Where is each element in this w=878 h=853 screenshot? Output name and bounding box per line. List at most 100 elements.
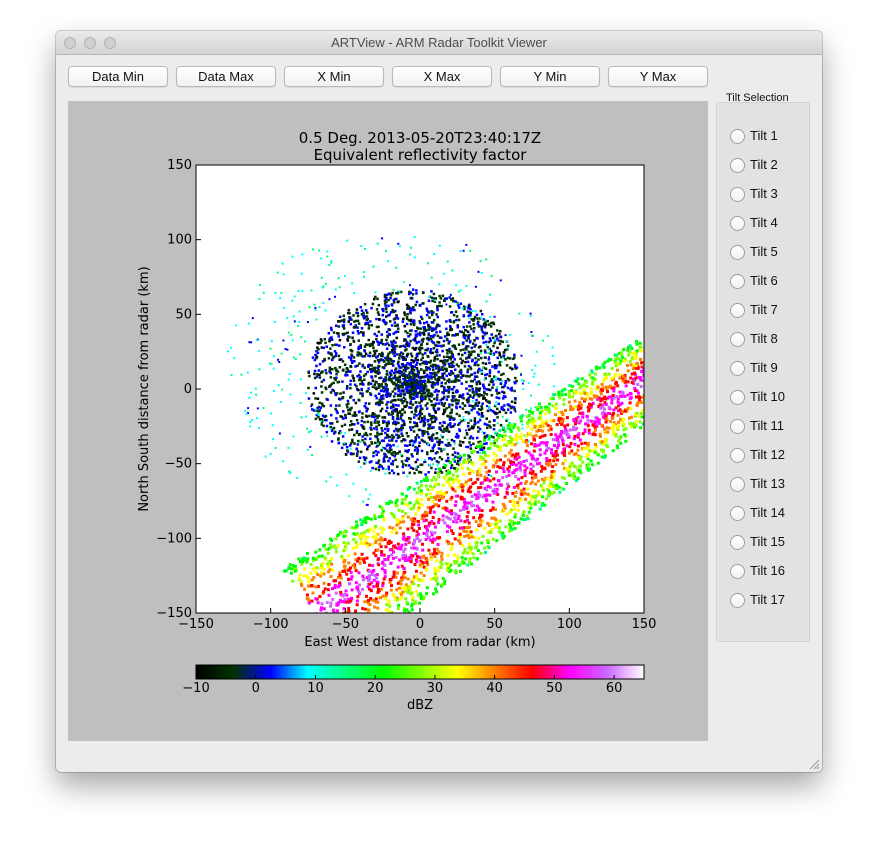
radar-gate	[485, 442, 488, 445]
radar-gate	[354, 365, 357, 368]
radar-gate	[290, 567, 294, 571]
radar-gate	[369, 517, 373, 521]
radar-gate	[435, 590, 439, 594]
radar-gate	[429, 375, 432, 379]
radar-gate	[571, 384, 575, 388]
radar-gate	[451, 355, 455, 359]
radar-gate	[543, 466, 547, 470]
radar-gate	[411, 403, 415, 406]
radar-gate	[443, 521, 447, 525]
radar-gate	[395, 439, 398, 443]
radar-gate	[499, 330, 502, 333]
radar-gate	[593, 450, 597, 454]
radar-gate	[461, 393, 465, 396]
radar-gate	[471, 552, 475, 556]
radar-gate	[469, 468, 473, 472]
radar-gate	[363, 378, 366, 381]
radar-gate	[469, 447, 473, 450]
radar-gate	[445, 491, 448, 494]
radar-gate	[606, 412, 610, 415]
radar-gate	[316, 341, 319, 345]
radar-gate	[442, 391, 445, 395]
radar-gate	[382, 528, 386, 531]
radar-gate	[373, 605, 377, 609]
y-min-button[interactable]: Y Min	[500, 66, 600, 87]
radar-gate	[426, 488, 430, 492]
radar-gate	[525, 408, 528, 411]
radar-gate	[419, 559, 423, 563]
radar-gate	[485, 499, 489, 503]
data-min-button[interactable]: Data Min	[68, 66, 168, 87]
radar-gate	[484, 459, 488, 463]
y-max-button[interactable]: Y Max	[608, 66, 708, 87]
radar-gate	[412, 320, 416, 324]
radar-plot-canvas[interactable]: 0.5 Deg. 2013-05-20T23:40:17Z Equivalent…	[68, 101, 708, 741]
radar-gate	[395, 596, 399, 600]
radar-gate	[335, 376, 338, 379]
radar-gate	[496, 386, 499, 389]
radar-gate	[534, 364, 537, 367]
radar-gate	[447, 395, 450, 398]
radar-gate	[455, 432, 459, 436]
radar-gate	[468, 437, 472, 440]
radar-gate	[431, 329, 434, 333]
radar-gate	[522, 388, 525, 390]
radar-gate	[338, 315, 342, 318]
radar-gate	[515, 442, 518, 445]
minimize-window-icon[interactable]	[84, 37, 96, 49]
radar-gate	[390, 340, 393, 344]
radar-gate	[573, 442, 577, 446]
radar-gate	[620, 351, 624, 355]
radar-gate	[481, 495, 485, 499]
radar-gate	[418, 565, 422, 568]
radar-gate	[497, 391, 501, 395]
x-min-button[interactable]: X Min	[284, 66, 384, 87]
radar-gate	[413, 308, 416, 312]
radar-gate	[414, 401, 418, 404]
radar-gate	[503, 434, 507, 438]
x-max-button[interactable]: X Max	[392, 66, 492, 87]
radar-gate	[413, 378, 417, 381]
radar-gate	[410, 439, 413, 442]
radar-gate	[330, 413, 333, 417]
radar-gate	[443, 378, 446, 381]
radar-gate	[490, 528, 494, 532]
radar-gate	[457, 463, 461, 466]
close-window-icon[interactable]	[64, 37, 76, 49]
radar-gate	[545, 477, 549, 481]
radar-gate	[668, 391, 671, 394]
radar-gate	[557, 441, 561, 445]
radar-gate	[301, 253, 304, 256]
radar-gate	[353, 566, 357, 569]
radar-gate	[476, 451, 479, 454]
radar-gate	[357, 345, 361, 349]
radar-gate	[416, 452, 419, 455]
radar-gate	[393, 297, 397, 301]
data-max-button[interactable]: Data Max	[176, 66, 276, 87]
zoom-window-icon[interactable]	[104, 37, 116, 49]
radar-gate	[321, 286, 324, 289]
radar-gate	[434, 574, 438, 578]
radar-gate	[579, 419, 582, 423]
radar-gate	[540, 477, 544, 481]
radar-gate	[347, 554, 351, 558]
radar-gate	[479, 448, 482, 451]
radar-gate	[419, 471, 423, 474]
radar-gate	[506, 418, 509, 421]
radar-gate	[417, 487, 421, 491]
radar-gate	[392, 570, 396, 574]
radar-gate	[396, 330, 400, 333]
radar-gate	[468, 356, 471, 359]
radar-gate	[320, 402, 324, 405]
radar-gate	[338, 358, 341, 361]
radar-gate	[348, 444, 352, 447]
radar-gate	[405, 315, 409, 319]
radar-gate	[391, 362, 394, 365]
radar-gate	[433, 375, 436, 379]
radar-gate	[578, 411, 582, 415]
radar-gate	[417, 417, 421, 420]
radar-gate	[323, 357, 326, 361]
radar-gate	[446, 260, 449, 263]
radar-gate	[425, 407, 429, 410]
radar-gate	[392, 544, 396, 548]
